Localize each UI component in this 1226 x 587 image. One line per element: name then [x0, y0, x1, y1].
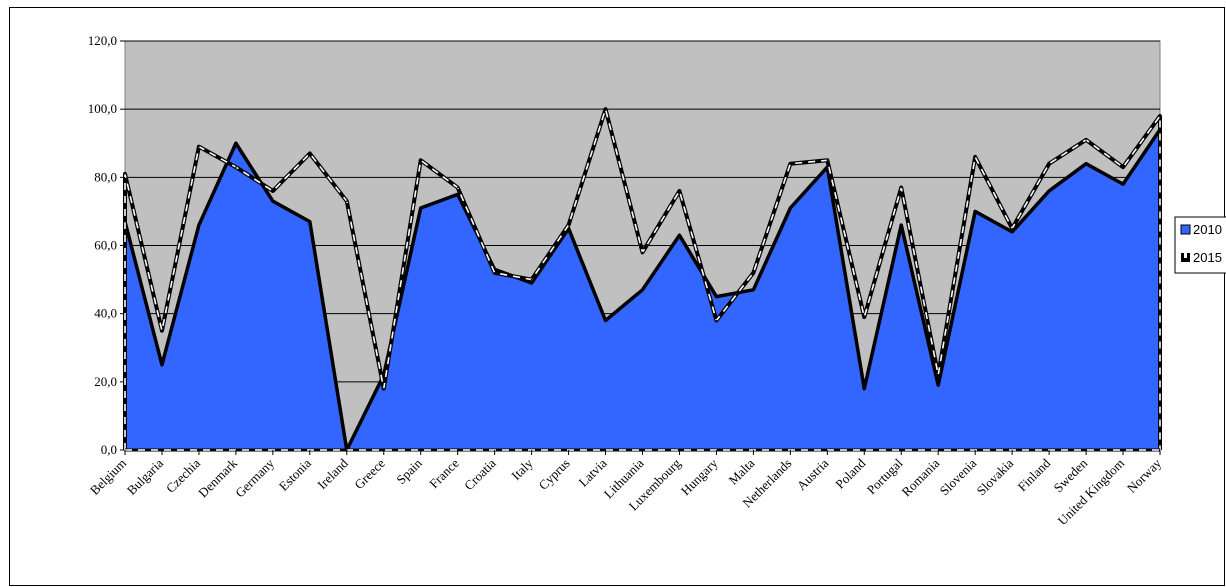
- data-point-2010: [419, 207, 422, 209]
- x-tick-label: Germany: [232, 455, 277, 500]
- data-point-2015: [272, 190, 274, 192]
- data-point-2010: [900, 224, 903, 226]
- data-point-2015: [1085, 139, 1087, 141]
- data-point-2010: [309, 220, 311, 223]
- x-tick-label: Belgium: [87, 456, 129, 498]
- x-tick-label: Cyprus: [536, 456, 573, 493]
- data-point-2010: [567, 227, 570, 230]
- data-point-2010: [641, 289, 644, 291]
- data-point-2015: [493, 271, 496, 274]
- data-point-2015: [826, 159, 829, 162]
- data-point-2015: [678, 190, 681, 192]
- data-point-2010: [124, 220, 126, 223]
- data-point-2010: [789, 207, 792, 209]
- data-point-2015: [937, 374, 940, 376]
- data-point-2015: [863, 316, 866, 318]
- x-tick-label: Denmark: [195, 455, 240, 500]
- data-point-2015: [900, 186, 903, 189]
- legend-label-2010: 2010: [1193, 222, 1222, 237]
- data-point-2015: [1011, 227, 1013, 230]
- data-point-2015: [161, 329, 163, 332]
- y-tick-label: 40,0: [94, 306, 117, 321]
- data-point-2010: [937, 384, 940, 387]
- data-point-2010: [752, 289, 755, 291]
- data-point-2015: [1159, 115, 1161, 117]
- x-tick-label: United Kingdom: [1055, 456, 1128, 529]
- data-point-2010: [198, 224, 200, 226]
- y-tick-label: 120,0: [88, 33, 117, 48]
- x-tick-label: Austria: [794, 455, 832, 493]
- data-point-2015: [530, 278, 533, 281]
- data-point-2015: [382, 387, 385, 390]
- data-point-2015: [198, 145, 200, 148]
- x-tick-label: Slovakia: [973, 455, 1016, 498]
- data-point-2010: [826, 166, 829, 168]
- data-point-2015: [641, 251, 644, 254]
- data-point-2010: [530, 282, 533, 284]
- x-tick-label: Slovenia: [937, 455, 980, 498]
- data-point-2010: [161, 363, 163, 366]
- x-tick-label: Finland: [1015, 455, 1054, 494]
- data-point-2010: [974, 210, 976, 213]
- data-point-2010: [678, 234, 681, 237]
- data-point-2010: [456, 193, 459, 196]
- x-tick-label: Ireland: [314, 455, 351, 492]
- x-tick-label: France: [426, 455, 462, 491]
- data-point-2010: [604, 319, 607, 322]
- data-point-2015: [309, 152, 311, 155]
- x-tick-label: Spain: [393, 455, 425, 487]
- data-point-2015: [1122, 166, 1124, 168]
- data-point-2010: [1085, 162, 1087, 165]
- x-tick-label: Portugal: [864, 455, 906, 497]
- data-point-2015: [124, 173, 126, 175]
- data-point-2010: [1122, 183, 1124, 185]
- data-point-2015: [789, 162, 792, 165]
- data-point-2010: [235, 142, 237, 145]
- legend-swatch-2015-dash: [1184, 253, 1187, 258]
- data-point-2010: [1048, 190, 1050, 192]
- data-point-2010: [715, 295, 718, 298]
- y-tick-label: 60,0: [94, 238, 117, 253]
- data-point-2015: [345, 200, 348, 202]
- data-point-2015: [419, 159, 422, 162]
- y-tick-label: 100,0: [88, 101, 117, 116]
- data-point-2010: [272, 200, 274, 202]
- data-point-2015: [752, 271, 755, 274]
- x-tick-label: Bulgaria: [124, 455, 166, 497]
- data-point-2010: [1011, 231, 1013, 233]
- data-point-2010: [382, 374, 385, 376]
- data-point-2015: [456, 186, 459, 189]
- x-tick-label: Croatia: [461, 455, 499, 493]
- data-point-2015: [1048, 162, 1050, 165]
- x-tick-label: Hungary: [678, 455, 721, 498]
- data-point-2015: [604, 108, 607, 110]
- data-point-2015: [715, 319, 718, 322]
- x-tick-label: Norway: [1124, 455, 1165, 496]
- y-tick-label: 20,0: [94, 374, 117, 389]
- data-point-2010: [1159, 128, 1161, 131]
- y-tick-label: 0,0: [101, 442, 117, 457]
- data-point-2015: [235, 166, 237, 168]
- x-tick-label: Latvia: [576, 455, 610, 489]
- x-tick-label: Romania: [899, 455, 943, 499]
- legend-swatch-2010: [1180, 224, 1191, 235]
- legend-label-2015: 2015: [1193, 250, 1222, 265]
- data-point-2010: [493, 268, 496, 271]
- legend: 2010 2015: [1174, 216, 1226, 274]
- data-point-2010: [863, 387, 866, 390]
- y-tick-label: 80,0: [94, 169, 117, 184]
- x-tick-label: Italy: [508, 455, 536, 483]
- data-point-2015: [567, 224, 570, 226]
- x-tick-label: Malta: [725, 455, 757, 487]
- x-tick-label: Greece: [351, 455, 388, 492]
- x-tick-label: Estonia: [276, 455, 314, 493]
- data-point-2015: [974, 156, 976, 158]
